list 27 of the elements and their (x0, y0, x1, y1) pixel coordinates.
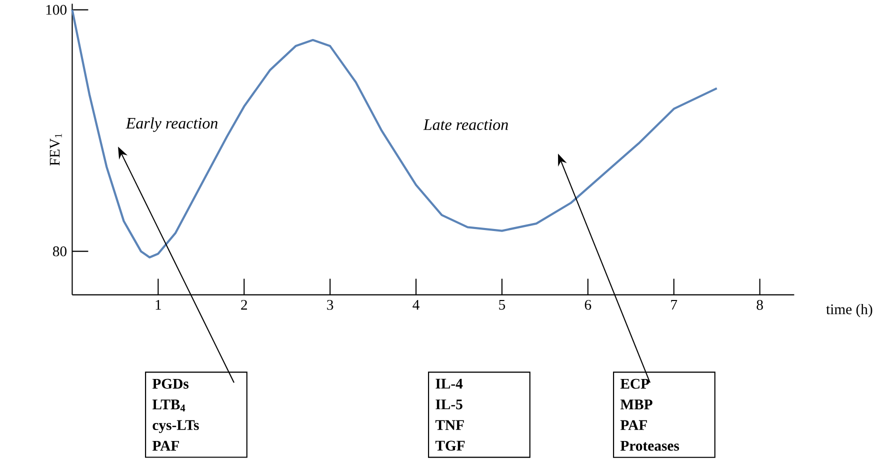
x-tick-label: 2 (241, 300, 247, 310)
y-tick-label: 80 (52, 246, 66, 256)
text: TGF (435, 440, 465, 451)
annotation: Late reaction (423, 119, 508, 130)
text: IL-5 (436, 400, 462, 410)
y-axis-title: FEV$_{1}$ (50, 134, 62, 166)
text: TNF (435, 420, 464, 430)
x-tick-label: 8 (756, 300, 763, 310)
y-tick-label: 100 (46, 5, 66, 15)
text: MBP (620, 400, 652, 410)
text: LTB$_{4}$ (152, 400, 186, 412)
x-axis-title: time (h) (826, 304, 872, 318)
x-tick-label: 3 (327, 300, 334, 310)
text: PAF (152, 441, 179, 451)
x-tick-label: 5 (499, 300, 506, 310)
text: cys-LTs (152, 420, 199, 434)
text: PGDs (152, 379, 189, 389)
annotation: Early reaction (126, 118, 218, 132)
text: ECP (620, 379, 650, 389)
x-tick-label: 4 (412, 300, 420, 310)
text: IL-4 (436, 379, 463, 389)
text: PAF (620, 420, 647, 430)
x-tick-label: 1 (156, 300, 161, 310)
text: Proteases (620, 441, 680, 451)
line-series (71, 8, 718, 259)
x-tick-label: 7 (671, 300, 678, 310)
x-tick-label: 6 (584, 300, 592, 310)
